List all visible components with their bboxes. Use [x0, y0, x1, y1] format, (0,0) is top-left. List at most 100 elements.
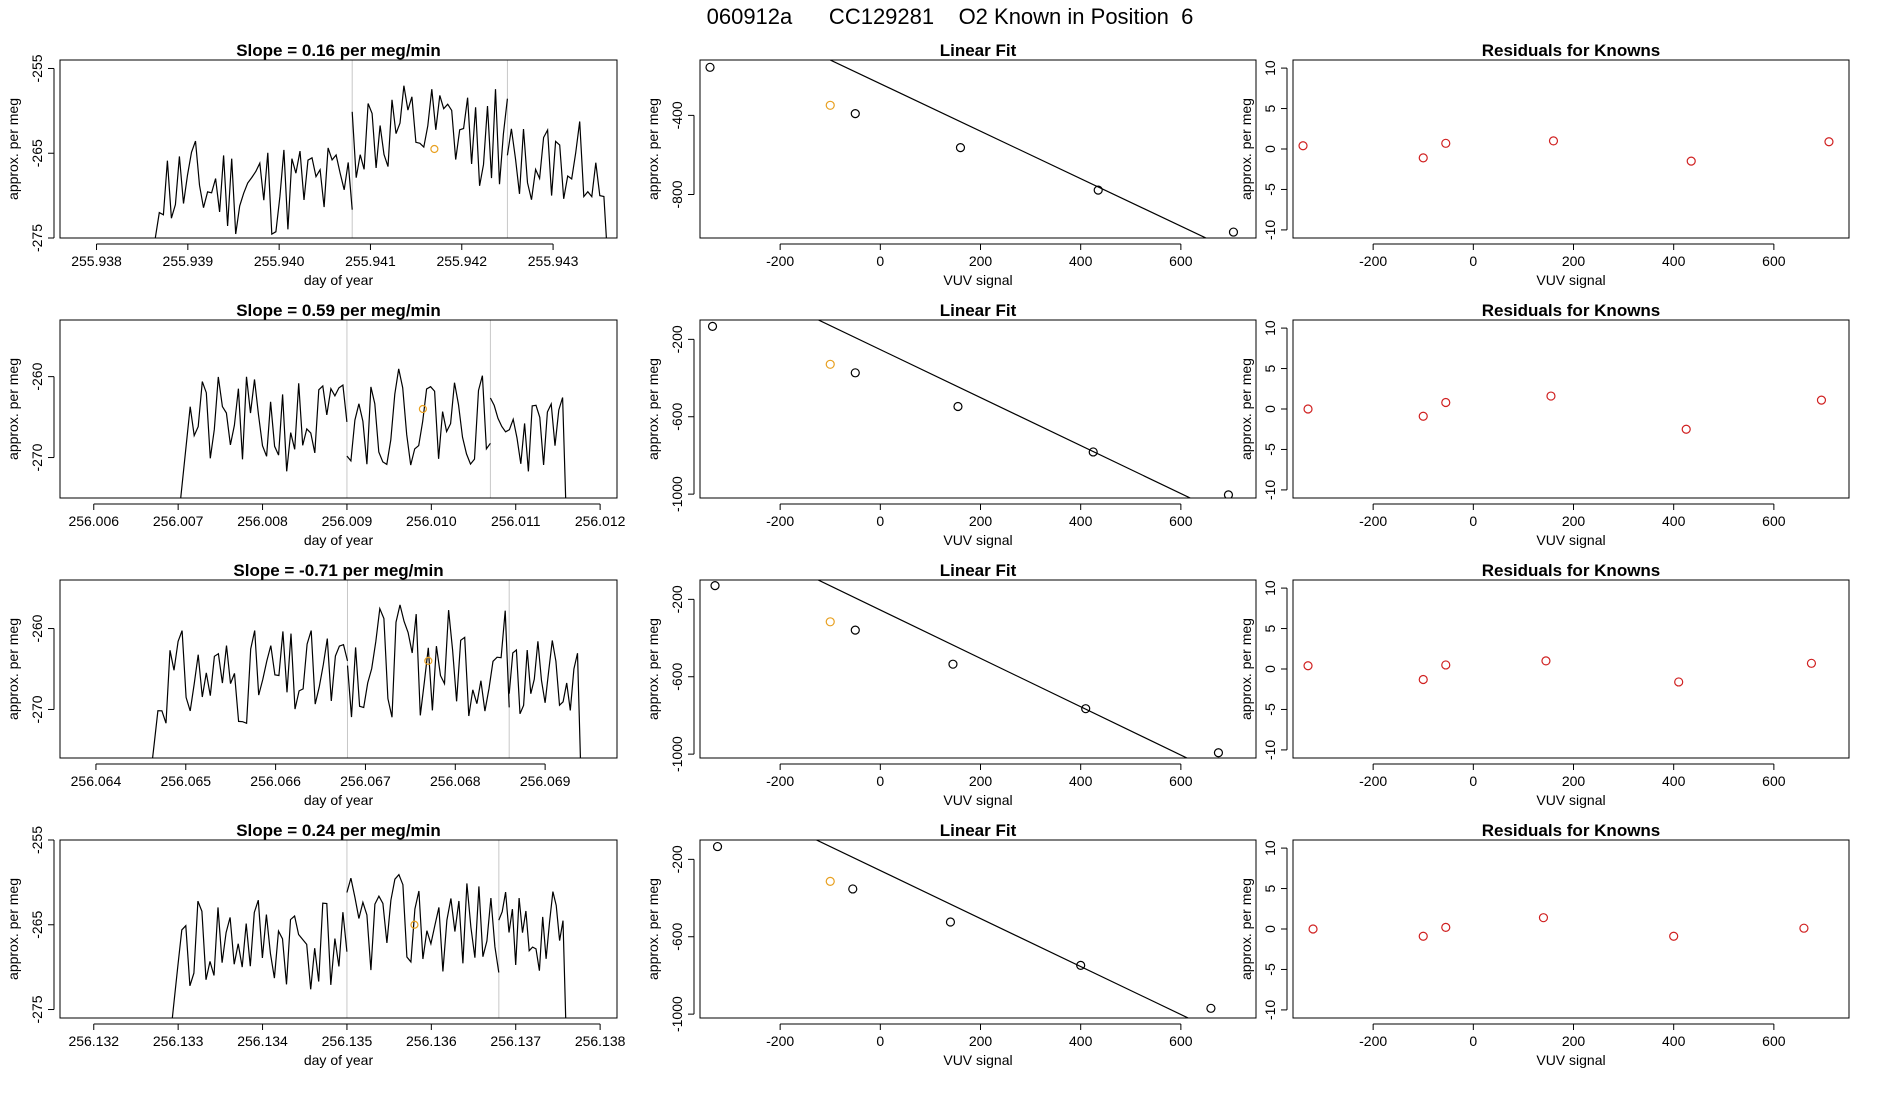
y-tick-label: -200	[669, 325, 685, 353]
y-tick-label: -1000	[669, 736, 685, 772]
residual-point	[1538, 913, 1549, 923]
x-axis-label: day of year	[304, 532, 374, 548]
y-tick-label: -10	[1262, 740, 1278, 760]
y-tick-label: -10	[1262, 220, 1278, 240]
x-tick-label: 256.065	[160, 773, 211, 789]
y-axis-label: approx. per meg	[5, 358, 21, 460]
panel-title: Residuals for Knowns	[1482, 821, 1661, 840]
y-axis-label: approx. per meg	[5, 98, 21, 200]
x-tick-label: 256.136	[406, 1033, 457, 1049]
x-tick-label: 0	[876, 253, 884, 269]
x-tick-label: 256.006	[68, 513, 119, 529]
x-axis-label: VUV signal	[943, 272, 1012, 288]
residual-point	[1681, 424, 1691, 434]
plot-area	[710, 580, 1224, 758]
series-line	[180, 376, 348, 498]
y-tick-label: -10	[1262, 480, 1278, 500]
plot-frame	[699, 579, 1257, 759]
x-tick-label: 256.010	[406, 513, 457, 529]
y-tick-label: -265	[29, 911, 45, 939]
y-tick-label: 0	[1262, 665, 1278, 673]
x-tick-label: 256.138	[575, 1033, 626, 1049]
residual-point	[1441, 397, 1451, 408]
x-axis-label: VUV signal	[1536, 1052, 1605, 1068]
x-tick-label: 600	[1762, 253, 1786, 269]
fit-point	[1206, 1003, 1216, 1013]
plot-frame	[59, 319, 618, 499]
x-tick-label: 255.943	[528, 253, 579, 269]
residual-point	[1298, 141, 1308, 151]
panel-title: Slope = 0.59 per meg/min	[236, 301, 441, 320]
fit-point	[1228, 227, 1239, 237]
y-tick-label: -260	[29, 614, 45, 642]
residual-point	[1418, 931, 1428, 941]
panel-title: Residuals for Knowns	[1482, 41, 1661, 60]
x-tick-label: 256.067	[340, 773, 391, 789]
y-tick-label: -600	[669, 663, 685, 691]
known-point	[430, 144, 439, 154]
residual-point	[1441, 138, 1451, 148]
y-tick-label: -600	[669, 403, 685, 431]
panel-8: Linear Fit -200 0 200 400 600 VUV signal -1000 -…	[645, 561, 1257, 808]
x-tick-label: 256.008	[237, 513, 288, 529]
x-tick-label: 256.012	[575, 513, 626, 529]
panel-12: Residuals for Knowns -200 0 200 400 600 VUV si…	[1238, 821, 1850, 1068]
plot-frame	[1292, 839, 1850, 1019]
y-tick-label: -5	[1262, 703, 1278, 716]
fit-point	[825, 100, 835, 110]
plot-area	[180, 320, 567, 498]
known-point	[424, 656, 433, 666]
panel-6: Residuals for Knowns -200 0 200 400 600 VUV si…	[1238, 301, 1850, 548]
x-tick-label: 200	[969, 253, 993, 269]
x-axis-label: VUV signal	[1536, 792, 1605, 808]
x-tick-label: 256.007	[153, 513, 204, 529]
fit-line	[815, 840, 1190, 1018]
plot-frame	[699, 319, 1257, 499]
panel-9: Residuals for Knowns -200 0 200 400 600 VUV si…	[1238, 561, 1850, 808]
y-tick-label: -275	[29, 224, 45, 252]
y-tick-label: -255	[29, 826, 45, 854]
series-line	[346, 873, 500, 973]
x-tick-label: 600	[1762, 513, 1786, 529]
plot-frame	[1292, 579, 1850, 759]
series-line	[346, 368, 491, 466]
y-tick-label: 10	[1262, 580, 1278, 596]
y-axis-label: approx. per meg	[645, 878, 661, 980]
fit-point	[850, 108, 860, 119]
y-axis-label: approx. per meg	[1238, 618, 1254, 720]
x-tick-label: 400	[1662, 513, 1686, 529]
fit-point	[1213, 748, 1224, 758]
plot-area	[712, 840, 1216, 1018]
series-line	[171, 900, 348, 1018]
y-tick-label: -260	[29, 362, 45, 390]
fit-point	[848, 884, 858, 894]
x-tick-label: 200	[969, 1033, 993, 1049]
x-tick-label: 256.069	[520, 773, 571, 789]
plot-frame	[59, 839, 618, 1019]
y-tick-label: -200	[669, 585, 685, 613]
panel-title: Slope = 0.24 per meg/min	[236, 821, 441, 840]
residual-point	[1541, 656, 1551, 666]
x-tick-label: -200	[766, 253, 794, 269]
y-tick-label: -10	[1262, 1000, 1278, 1020]
residual-point	[1441, 660, 1451, 670]
residual-point	[1441, 922, 1451, 932]
y-axis-label: approx. per meg	[1238, 358, 1254, 460]
fit-point	[1223, 490, 1234, 498]
x-tick-label: 256.132	[68, 1033, 119, 1049]
known-point	[418, 404, 427, 414]
y-tick-label: 5	[1262, 364, 1278, 372]
residual-point	[1308, 924, 1318, 934]
x-axis-label: day of year	[304, 1052, 374, 1068]
panel-10: Slope = 0.24 per meg/min 256.132 256.133 25…	[5, 821, 626, 1068]
y-tick-label: -400	[669, 101, 685, 129]
y-tick-label: 5	[1262, 104, 1278, 112]
plot-frame	[59, 59, 618, 239]
series-line	[506, 121, 607, 238]
x-tick-label: 200	[1562, 1033, 1586, 1049]
x-tick-label: 255.938	[71, 253, 122, 269]
plot-frame	[59, 579, 618, 759]
residual-point	[1669, 931, 1679, 941]
fit-point	[955, 143, 966, 153]
fit-point	[948, 659, 958, 669]
